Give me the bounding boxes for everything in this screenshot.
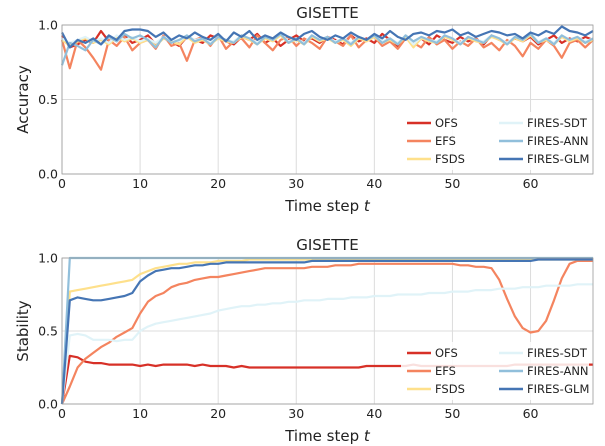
plot-frame [61, 257, 594, 405]
plot-frame [61, 24, 594, 175]
x-tick-label: 10 [132, 406, 148, 421]
stability-chart: 0 10 20 30 40 50 60 0.0 0.5 1.0 GISETTE Stability… [14, 236, 594, 445]
series-line-fsds [60, 258, 593, 405]
tick-labels: 0 10 20 30 40 50 60 0.0 0.5 1.0 [38, 251, 538, 422]
legend-label-fires-glm: FIRES-GLM [527, 152, 589, 166]
legend-box [401, 342, 589, 400]
x-axis-label-main: Time step [284, 197, 364, 215]
x-tick-label: 50 [444, 176, 460, 191]
chart-title: GISETTE [296, 236, 359, 254]
legend-label-fires-glm: FIRES-GLM [527, 382, 589, 396]
accuracy-chart: 0 10 20 30 40 50 600.00.51.0 GISETTE Accuracy … [14, 4, 594, 215]
y-axis-label: Stability [14, 300, 32, 362]
y-tick-label: 0.5 [38, 92, 58, 107]
x-axis-label-variable: t [364, 197, 371, 215]
x-tick-label: 10 [132, 176, 148, 191]
x-tick-label: 60 [523, 176, 539, 191]
x-tick-label: 50 [444, 406, 460, 421]
y-axis-label: Accuracy [14, 65, 32, 134]
y-tick-label: 0.5 [38, 324, 58, 339]
series-line-fires-glm [60, 258, 593, 405]
y-tick-label: 0.0 [38, 397, 58, 412]
legend-label-fires-ann: FIRES-ANN [527, 364, 589, 378]
legend-label-fires-sdt: FIRES-SDT [527, 116, 588, 130]
legend-label-fires-ann: FIRES-ANN [527, 134, 589, 148]
y-tick-label: 1.0 [38, 251, 58, 266]
x-axis-label: Time step t [284, 427, 371, 445]
legend: OFS EFS FSDS FIRES-SDT FIRES-ANN FIRES-GLM [401, 342, 589, 400]
x-tick-label: 30 [288, 406, 304, 421]
x-axis-label-main: Time step [284, 427, 364, 445]
x-tick-label: 30 [288, 176, 304, 191]
series-line-efs [60, 259, 593, 405]
x-axis-label-variable: t [364, 427, 371, 445]
legend-label-efs: EFS [435, 134, 456, 148]
y-tick-label: 0.0 [38, 167, 58, 182]
legend-label-fsds: FSDS [435, 382, 465, 396]
y-tick-label: 1.0 [38, 18, 58, 33]
series-line-fires-glm [61, 25, 594, 49]
legend-label-efs: EFS [435, 364, 456, 378]
x-tick-label: 60 [523, 406, 539, 421]
series-lines [60, 25, 594, 71]
series-line-fires-ann [60, 32, 594, 66]
x-tick-label: 0 [58, 176, 66, 191]
legend-label-fsds: FSDS [435, 152, 465, 166]
chart-title: GISETTE [296, 4, 359, 22]
x-tick-label: 20 [210, 406, 226, 421]
legend: OFS EFS FSDS FIRES-SDT FIRES-ANN FIRES-GLM [401, 112, 589, 170]
x-tick-label: 40 [366, 406, 382, 421]
series-line-fires-sdt [60, 283, 593, 405]
legend-label-ofs: OFS [435, 346, 458, 360]
legend-label-ofs: OFS [435, 116, 458, 130]
x-tick-label: 0 [58, 406, 66, 421]
x-tick-label: 40 [366, 176, 382, 191]
x-axis-label: Time step t [284, 197, 371, 215]
x-tick-label: 20 [210, 176, 226, 191]
tick-labels: 0 10 20 30 40 50 60 0.0 0.5 1.0 [38, 18, 538, 192]
legend-label-fires-sdt: FIRES-SDT [527, 346, 588, 360]
legend-box [401, 112, 589, 170]
